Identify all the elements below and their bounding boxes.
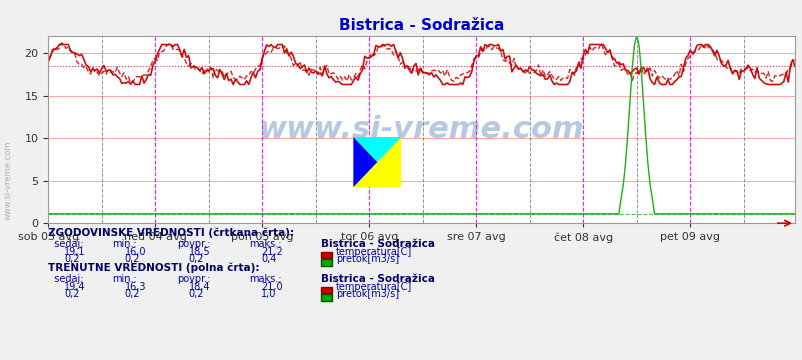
Text: temperatura[C]: temperatura[C] [335,247,411,257]
Text: 0,2: 0,2 [64,254,79,264]
Text: 18,4: 18,4 [188,282,210,292]
Text: temperatura[C]: temperatura[C] [335,282,411,292]
Text: maks.:: maks.: [249,274,281,284]
Text: ZGODOVINSKE VREDNOSTI (črtkana črta):: ZGODOVINSKE VREDNOSTI (črtkana črta): [48,227,294,238]
Text: 18,5: 18,5 [188,247,210,257]
Text: 21,2: 21,2 [261,247,282,257]
Text: 0,2: 0,2 [188,289,204,299]
Text: www.si-vreme.com: www.si-vreme.com [258,115,584,144]
Text: min.:: min.: [112,239,137,249]
Text: 0,2: 0,2 [188,254,204,264]
Text: sedaj:: sedaj: [48,274,83,284]
Text: povpr.:: povpr.: [176,239,210,249]
Text: sedaj:: sedaj: [48,239,83,249]
Text: Bistrica - Sodražica: Bistrica - Sodražica [321,274,435,284]
Polygon shape [353,137,377,187]
Text: 19,1: 19,1 [64,247,86,257]
Text: 21,0: 21,0 [261,282,282,292]
Polygon shape [353,137,401,162]
Text: 0,2: 0,2 [124,254,140,264]
Text: 1,0: 1,0 [261,289,276,299]
Text: 0,4: 0,4 [261,254,276,264]
Text: 19,4: 19,4 [64,282,86,292]
Text: pretok[m3/s]: pretok[m3/s] [335,289,399,299]
Text: 0,2: 0,2 [124,289,140,299]
Text: 16,0: 16,0 [124,247,146,257]
Text: pretok[m3/s]: pretok[m3/s] [335,254,399,264]
Text: maks.:: maks.: [249,239,281,249]
Text: TRENUTNE VREDNOSTI (polna črta):: TRENUTNE VREDNOSTI (polna črta): [48,262,259,273]
Text: min.:: min.: [112,274,137,284]
Text: Bistrica - Sodražica: Bistrica - Sodražica [321,239,435,249]
Text: 0,2: 0,2 [64,289,79,299]
Polygon shape [353,137,401,187]
Text: povpr.:: povpr.: [176,274,210,284]
Text: 16,3: 16,3 [124,282,146,292]
Title: Bistrica - Sodražica: Bistrica - Sodražica [338,18,504,33]
Text: www.si-vreme.com: www.si-vreme.com [3,140,13,220]
